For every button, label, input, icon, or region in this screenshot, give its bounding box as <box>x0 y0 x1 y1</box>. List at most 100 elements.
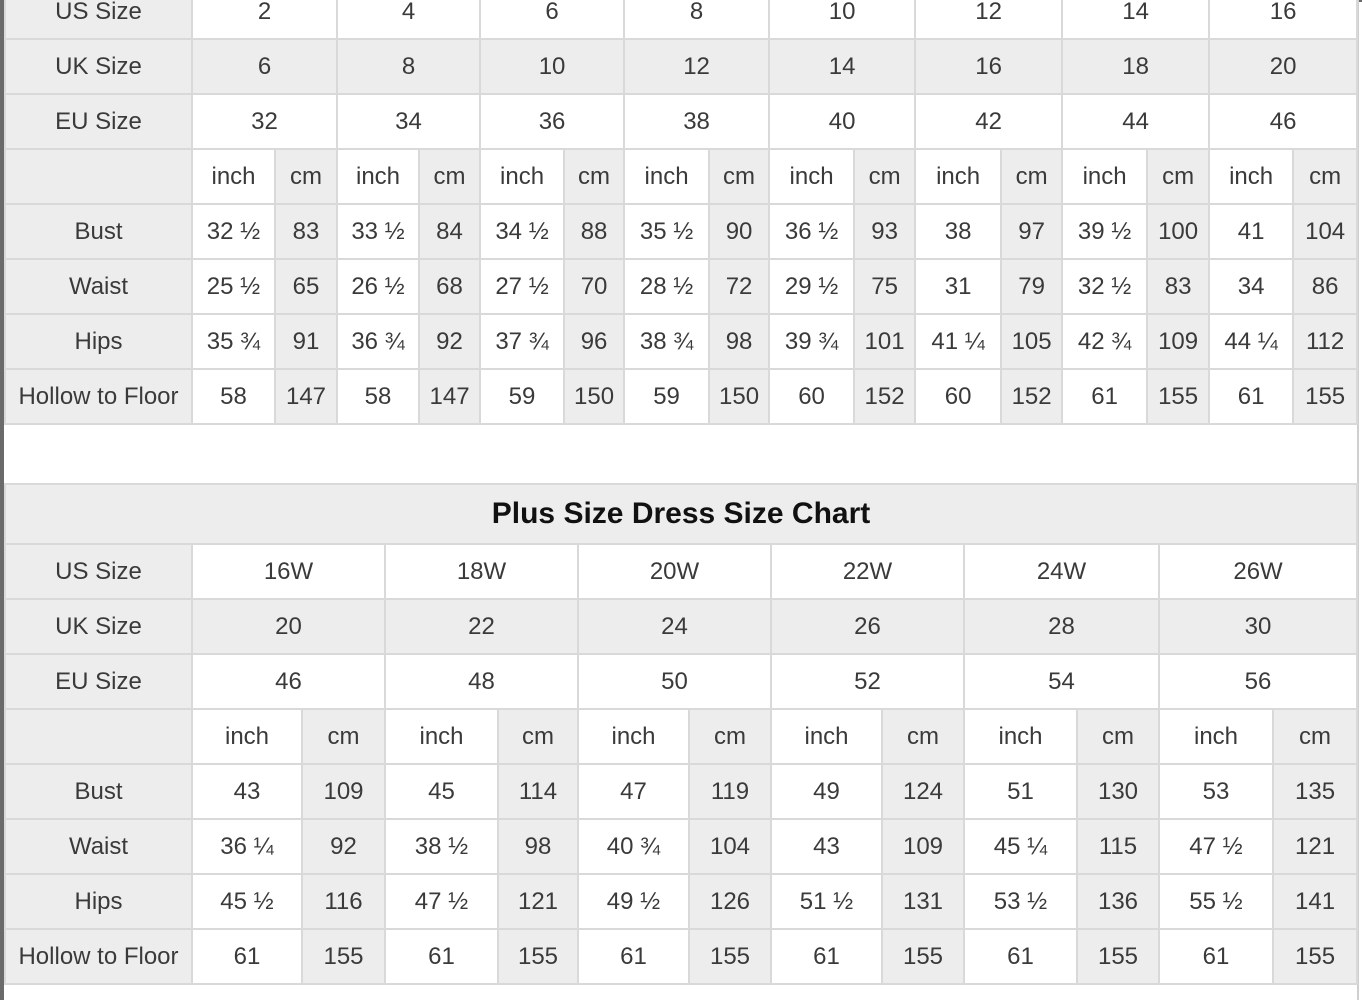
cm-value-cell: 75 <box>853 258 917 315</box>
size-cell: 22W <box>770 543 965 600</box>
inch-value-cell: 39 ½ <box>1061 203 1149 260</box>
inch-value-cell: 49 ½ <box>577 873 690 930</box>
cm-value-cell: 152 <box>1000 368 1064 425</box>
cm-value-cell: 141 <box>1271 873 1359 930</box>
row-label: UK Size <box>4 38 193 95</box>
size-cell: 40 <box>768 93 917 150</box>
row-label: EU Size <box>4 653 193 710</box>
row-label-empty <box>4 148 193 205</box>
cm-value-cell: 155 <box>1271 928 1359 985</box>
size-row: UK Size 6 8 10 12 14 16 18 20 <box>4 38 1359 95</box>
measurement-row: Hips 45 ½ 116 47 ½ 121 49 ½ 126 51 ½ 131 53 ½ 136 5… <box>4 873 1359 930</box>
inch-value-cell: 28 ½ <box>623 258 711 315</box>
inch-value-cell: 36 ¼ <box>191 818 303 875</box>
unit-row: inch cm inch cm inch cm inch cm inch cm inch cm inch… <box>4 148 1359 205</box>
size-cell: 18 <box>1061 38 1211 95</box>
cm-value-cell: 112 <box>1292 313 1359 370</box>
inch-value-cell: 39 ¾ <box>768 313 856 370</box>
unit-cell-inch: inch <box>1061 148 1149 205</box>
inch-value-cell: 55 ½ <box>1158 873 1274 930</box>
size-cell: 14 <box>1061 0 1211 40</box>
row-label: US Size <box>4 0 193 40</box>
cm-value-cell: 119 <box>688 763 772 820</box>
size-cell: 24W <box>963 543 1160 600</box>
cm-value-cell: 101 <box>853 313 917 370</box>
inch-value-cell: 49 <box>770 763 883 820</box>
cm-value-cell: 83 <box>1146 258 1211 315</box>
size-cell: 34 <box>336 93 482 150</box>
unit-cell-cm: cm <box>497 708 579 765</box>
inch-value-cell: 61 <box>384 928 499 985</box>
cm-value-cell: 92 <box>418 313 482 370</box>
inch-value-cell: 27 ½ <box>479 258 566 315</box>
inch-value-cell: 61 <box>191 928 303 985</box>
inch-value-cell: 38 ½ <box>384 818 499 875</box>
inch-value-cell: 31 <box>914 258 1003 315</box>
size-cell: 10 <box>768 0 917 40</box>
size-cell: 20 <box>191 598 386 655</box>
row-label: UK Size <box>4 598 193 655</box>
inch-value-cell: 47 ½ <box>384 873 499 930</box>
inch-value-cell: 41 ¼ <box>914 313 1003 370</box>
size-cell: 10 <box>479 38 626 95</box>
size-cell: 46 <box>1208 93 1359 150</box>
inch-value-cell: 44 ¼ <box>1208 313 1295 370</box>
cm-value-cell: 150 <box>563 368 626 425</box>
row-label: Waist <box>4 258 193 315</box>
cm-value-cell: 72 <box>708 258 771 315</box>
cm-value-cell: 150 <box>708 368 771 425</box>
unit-cell-cm: cm <box>1000 148 1064 205</box>
size-cell: 8 <box>336 38 482 95</box>
size-cell: 16 <box>1208 0 1359 40</box>
inch-value-cell: 58 <box>336 368 421 425</box>
cm-value-cell: 155 <box>301 928 386 985</box>
size-cell: 22 <box>384 598 579 655</box>
inch-value-cell: 53 <box>1158 763 1274 820</box>
cm-value-cell: 79 <box>1000 258 1064 315</box>
inch-value-cell: 58 <box>191 368 276 425</box>
cm-value-cell: 84 <box>418 203 482 260</box>
inch-value-cell: 42 ¾ <box>1061 313 1149 370</box>
size-cell: 46 <box>191 653 386 710</box>
inch-value-cell: 61 <box>963 928 1078 985</box>
row-label: Hollow to Floor <box>4 368 193 425</box>
unit-cell-cm: cm <box>418 148 482 205</box>
cm-value-cell: 91 <box>273 313 339 370</box>
cm-value-cell: 115 <box>1076 818 1160 875</box>
size-cell: 44 <box>1061 93 1211 150</box>
row-label: Bust <box>4 763 193 820</box>
cm-value-cell: 98 <box>497 818 579 875</box>
inch-value-cell: 61 <box>1158 928 1274 985</box>
size-cell: 2 <box>190 0 339 40</box>
inch-value-cell: 61 <box>1061 368 1149 425</box>
cm-value-cell: 68 <box>418 258 482 315</box>
size-cell: 20 <box>1208 38 1359 95</box>
size-row: US Size 16W 18W 20W 22W 24W 26W <box>4 543 1359 600</box>
unit-cell-inch: inch <box>770 708 883 765</box>
unit-cell-cm: cm <box>563 148 626 205</box>
cm-value-cell: 70 <box>563 258 626 315</box>
row-label: US Size <box>4 543 193 600</box>
size-cell: 16W <box>191 543 386 600</box>
unit-cell-inch: inch <box>1158 708 1274 765</box>
measurement-row: Waist 36 ¼ 92 38 ½ 98 40 ¾ 104 43 109 45 ¼ 115 47 ½… <box>4 818 1359 875</box>
unit-cell-cm: cm <box>708 148 771 205</box>
cm-value-cell: 90 <box>708 203 771 260</box>
cm-value-cell: 155 <box>1076 928 1160 985</box>
row-label: Hollow to Floor <box>4 928 193 985</box>
unit-cell-inch: inch <box>963 708 1078 765</box>
unit-cell-inch: inch <box>384 708 499 765</box>
cm-value-cell: 109 <box>1146 313 1211 370</box>
size-row: US Size 2 4 6 8 10 12 14 16 <box>4 0 1359 40</box>
inch-value-cell: 35 ¾ <box>191 313 276 370</box>
unit-cell-inch: inch <box>1208 148 1295 205</box>
inch-value-cell: 47 ½ <box>1158 818 1274 875</box>
inch-value-cell: 35 ½ <box>623 203 711 260</box>
size-cell: 8 <box>623 0 771 40</box>
unit-cell-inch: inch <box>336 148 421 205</box>
cm-value-cell: 121 <box>1271 818 1359 875</box>
cm-value-cell: 93 <box>853 203 917 260</box>
inch-value-cell: 38 <box>914 203 1003 260</box>
inch-value-cell: 32 ½ <box>1061 258 1149 315</box>
cm-value-cell: 86 <box>1292 258 1359 315</box>
